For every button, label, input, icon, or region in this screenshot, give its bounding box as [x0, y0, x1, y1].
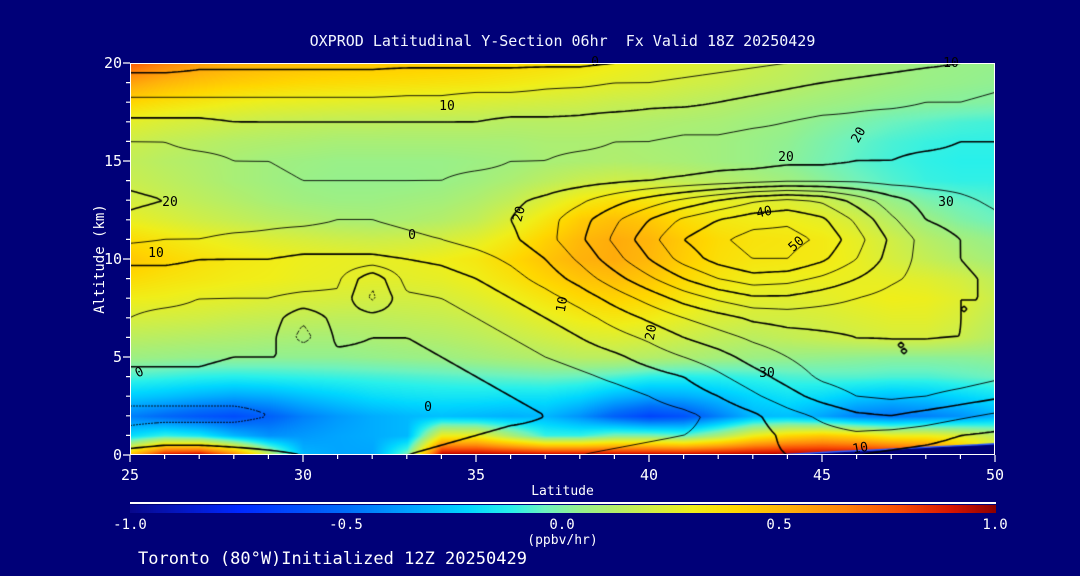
x-tick-label: 30 — [293, 466, 313, 484]
x-tick-label: 35 — [466, 466, 486, 484]
contour-label: 20 — [643, 323, 660, 341]
contour-label: 0 — [591, 55, 599, 70]
contour-label: 30 — [938, 195, 954, 210]
axis-ticks — [123, 62, 996, 462]
x-tick-label: 40 — [639, 466, 659, 484]
contour-label: 20 — [510, 205, 529, 224]
contour-label: 0 — [424, 400, 432, 415]
colorbar-tick-label: 0.0 — [549, 517, 575, 533]
plot-title: OXPROD Latitudinal Y-Section 06hr Fx Val… — [309, 32, 816, 50]
y-tick-label: 0 — [112, 446, 122, 464]
colorbar-tick-label: 1.0 — [982, 517, 1008, 533]
y-tick-label: 15 — [103, 152, 122, 170]
x-tick-label: 50 — [985, 466, 1005, 484]
y-tick-label: 20 — [103, 54, 122, 72]
plot-frame — [130, 63, 995, 455]
contour-label: 10 — [851, 440, 869, 457]
y-axis-title: Altitude (km) — [92, 204, 108, 314]
run-info-footer: Toronto (80°W)Initialized 12Z 20250429 — [138, 549, 527, 569]
contour-label: 0 — [133, 364, 146, 381]
filled-contour-canvas — [130, 63, 995, 455]
contour-label: 10 — [439, 99, 455, 114]
colorbar-tick-label: 0.5 — [766, 517, 792, 533]
contour-label: 40 — [755, 204, 773, 222]
contour-label: 0 — [408, 228, 416, 243]
contour-label: 30 — [759, 366, 775, 381]
contour-label: 10 — [148, 246, 164, 261]
x-tick-label: 45 — [812, 466, 832, 484]
x-axis-title: Latitude — [531, 484, 594, 499]
contour-label: 10 — [554, 295, 571, 313]
x-tick-label: 25 — [120, 466, 140, 484]
colorbar-tick-label: -0.5 — [329, 517, 363, 533]
colorbar-tick-label: -1.0 — [113, 517, 147, 533]
colorbar-units: (ppbv/hr) — [527, 533, 598, 548]
y-tick-label: 10 — [103, 250, 122, 268]
colorbar-gradient — [130, 505, 996, 513]
contour-label: 50 — [786, 234, 808, 256]
y-tick-label: 5 — [112, 348, 122, 366]
contour-label: 20 — [162, 195, 178, 210]
contour-label: 20 — [849, 125, 870, 146]
contour-label: 20 — [778, 150, 794, 165]
colorbar-top-line — [130, 502, 996, 504]
